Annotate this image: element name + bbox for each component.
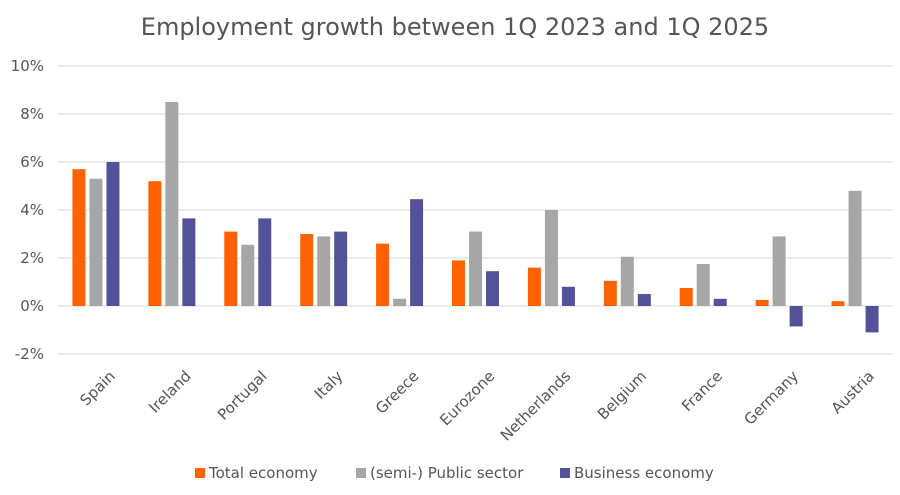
- bar-spain-1: [89, 178, 103, 306]
- bar-france-0: [679, 288, 693, 306]
- bar-belgium-2: [637, 294, 651, 306]
- bar-ireland-2: [182, 218, 196, 306]
- x-axis-categories: Spain Ireland Portugal Italy Greece EurozoneN…: [76, 367, 877, 445]
- legend-label: Total economy: [208, 464, 318, 482]
- y-tick-label: 6%: [20, 153, 44, 171]
- bar-portugal-2: [258, 218, 272, 306]
- chart-title: Employment growth between 1Q 2023 and 1Q…: [141, 13, 769, 41]
- category-label: Austria: [828, 367, 878, 417]
- bar-germany-0: [755, 300, 769, 306]
- category-label: Portugal: [214, 367, 271, 424]
- y-tick-label: 8%: [20, 105, 44, 123]
- bar-spain-2: [106, 162, 120, 306]
- bar-portugal-0: [224, 231, 238, 306]
- bar-spain-0: [72, 169, 86, 306]
- legend-label: Business economy: [574, 464, 714, 482]
- y-axis-ticks: -2% 0% 2% 4% 6% 8% 10%: [11, 57, 44, 363]
- bar-austria-2: [865, 306, 879, 333]
- category-label: Germany: [740, 367, 802, 429]
- legend-swatch: [356, 468, 366, 478]
- bar-austria-1: [848, 190, 862, 306]
- bar-portugal-1: [241, 244, 255, 306]
- y-tick-label: 2%: [20, 249, 44, 267]
- y-tick-label: 0%: [20, 297, 44, 315]
- bar-belgium-1: [620, 256, 634, 306]
- legend-swatch: [195, 468, 205, 478]
- bar-netherlands-0: [527, 267, 541, 306]
- gridlines: [58, 65, 893, 355]
- bar-netherlands-1: [544, 210, 558, 306]
- bar-netherlands-2: [561, 286, 575, 306]
- bar-france-1: [696, 264, 710, 306]
- category-label: Spain: [76, 367, 118, 409]
- bar-italy-0: [300, 234, 314, 306]
- bar-eurozone-1: [469, 231, 482, 306]
- y-tick-label: 4%: [20, 201, 44, 219]
- legend: Total economy (semi-) Public sector Busine…: [195, 464, 714, 482]
- category-label: Ireland: [145, 367, 194, 416]
- bar-austria-0: [831, 301, 845, 306]
- category-label: Greece: [372, 367, 422, 417]
- y-tick-label: -2%: [15, 345, 44, 363]
- bar-eurozone-0: [452, 260, 465, 306]
- legend-label: (semi-) Public sector: [370, 464, 524, 482]
- bar-greece-2: [410, 199, 424, 306]
- y-tick-label: 10%: [11, 57, 44, 75]
- category-label: France: [678, 367, 726, 415]
- category-label: Belgium: [594, 367, 650, 423]
- bar-france-2: [713, 298, 727, 306]
- bar-italy-1: [317, 236, 331, 306]
- legend-swatch: [560, 468, 570, 478]
- bar-germany-1: [772, 236, 786, 306]
- bars: [72, 102, 879, 333]
- bar-germany-2: [789, 306, 803, 327]
- category-label: Italy: [311, 367, 347, 403]
- bar-greece-1: [393, 298, 407, 306]
- bar-greece-0: [376, 243, 390, 306]
- bar-ireland-1: [165, 102, 179, 306]
- bar-eurozone-2: [486, 271, 499, 306]
- category-label: Netherlands: [497, 367, 575, 445]
- bar-ireland-0: [148, 181, 162, 306]
- bar-belgium-0: [603, 280, 617, 306]
- bar-italy-2: [334, 231, 348, 306]
- category-label: Eurozone: [436, 367, 498, 429]
